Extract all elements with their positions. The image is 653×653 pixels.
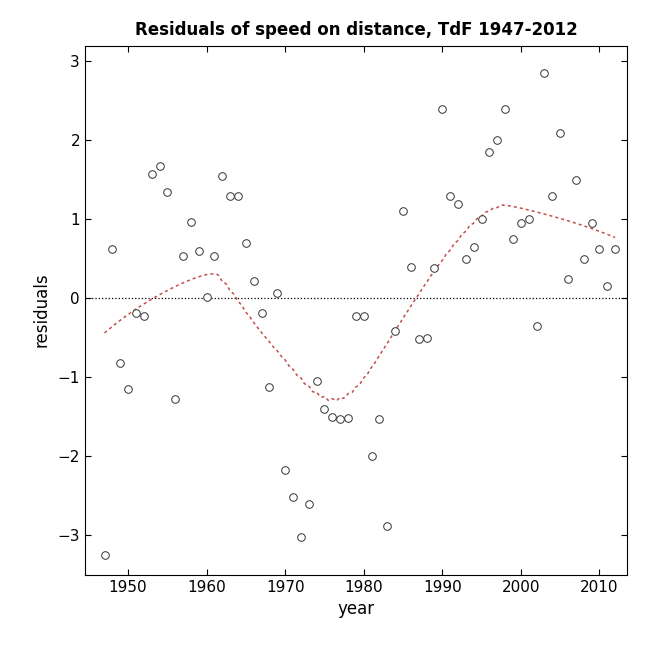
Point [579,253,589,264]
Point [358,310,369,321]
Point [185,217,196,227]
Point [107,244,118,255]
Point [225,191,236,201]
Point [602,281,613,292]
Point [366,451,377,462]
Point [241,238,251,248]
Point [460,253,471,264]
Point [264,381,275,392]
Point [539,68,550,78]
Point [123,384,133,394]
Point [131,308,141,318]
Point [437,104,447,114]
Point [508,234,518,244]
Point [115,358,125,368]
Point [154,161,165,171]
Point [233,191,244,201]
Point [193,246,204,256]
Point [257,308,267,318]
Point [429,263,439,274]
Point [170,393,180,404]
Point [327,411,338,422]
Point [547,191,558,201]
Point [571,175,581,185]
Point [555,127,565,138]
Point [280,465,291,475]
X-axis label: year: year [338,600,374,618]
Point [288,492,298,503]
Point [138,310,149,321]
Point [209,251,219,261]
Point [492,135,503,146]
Point [413,334,424,345]
Point [217,170,228,181]
Point [272,287,283,298]
Point [335,414,345,424]
Point [99,550,110,560]
Point [162,187,172,197]
Point [390,326,400,337]
Point [594,244,605,255]
Point [319,404,330,414]
Point [586,218,597,229]
Point [201,291,212,302]
Point [304,498,314,509]
Point [146,169,157,180]
Point [610,244,620,255]
Point [516,218,526,229]
Point [398,206,408,217]
Point [382,520,392,531]
Point [532,321,542,331]
Point [563,274,573,284]
Point [524,214,534,225]
Point [484,147,494,157]
Point [468,242,479,252]
Point [421,332,432,343]
Point [343,413,353,424]
Point [406,262,416,272]
Point [453,199,463,209]
Point [500,104,511,114]
Y-axis label: residuals: residuals [33,273,50,347]
Point [445,191,455,201]
Point [374,414,385,424]
Title: Residuals of speed on distance, TdF 1947-2012: Residuals of speed on distance, TdF 1947… [135,21,577,39]
Point [296,532,306,542]
Point [178,251,188,262]
Point [249,276,259,286]
Point [476,214,486,225]
Point [351,310,361,321]
Point [311,376,322,387]
